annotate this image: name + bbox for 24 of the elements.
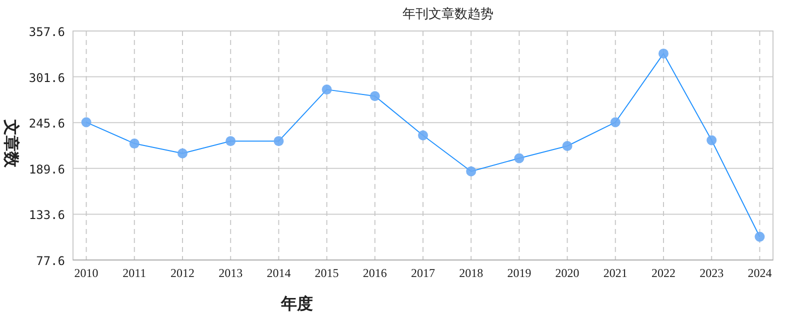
chart-title: 年刊文章数趋势 [402,6,494,21]
x-tick-label: 2021 [603,266,628,280]
x-tick-label: 2023 [700,266,724,280]
x-tick-label: 2017 [411,266,435,280]
y-tick-label: 357.6 [28,25,65,39]
y-tick-label: 245.6 [28,116,65,131]
x-tick-label: 2018 [459,266,484,280]
x-tick-label: 2016 [362,266,387,280]
x-tick-label: 2019 [507,266,532,280]
x-tick-label: 2020 [555,266,580,280]
x-tick-label: 2010 [74,266,98,280]
y-tick-label: 133.6 [28,208,65,222]
y-tick-label: 77.6 [36,254,65,268]
x-tick-label: 2024 [748,266,772,280]
x-tick-label: 2015 [314,266,339,280]
y-axis-title: 文章数 [2,118,20,168]
x-tick-label: 2022 [652,266,676,280]
x-tick-label: 2012 [170,266,194,280]
x-tick-label: 2011 [122,266,146,280]
x-axis-title: 年度 [280,294,313,313]
x-tick-label: 2013 [218,266,243,280]
x-tick-label: 2014 [266,266,291,280]
y-tick-label: 189.6 [28,162,65,176]
y-tick-label: 301.6 [28,70,65,85]
